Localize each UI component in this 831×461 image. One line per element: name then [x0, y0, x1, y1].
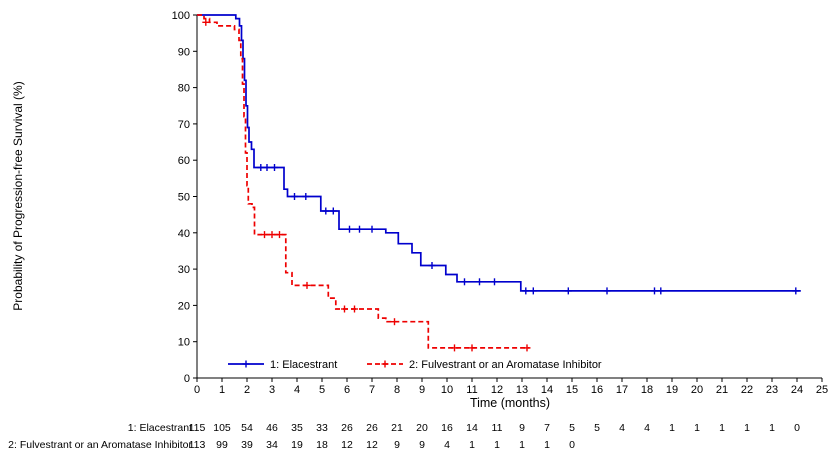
tick-or-value-text: 21 [716, 384, 728, 396]
tick-or-value-text: 20 [178, 300, 190, 312]
risk-value: 16 [441, 422, 453, 434]
tick-or-value-text: 70 [178, 119, 190, 131]
risk-value: 115 [189, 422, 206, 434]
tick-or-value-text: 25 [816, 384, 828, 396]
tick-or-value-text: 16 [591, 384, 603, 396]
risk-value: 1 [494, 439, 500, 451]
risk-value: 9 [419, 439, 425, 451]
tick-or-value-text: 60 [178, 155, 190, 167]
risk-value: 99 [216, 439, 228, 451]
risk-row-label-elacestrant: 1: Elacestrant [128, 422, 192, 434]
risk-value: 46 [266, 422, 278, 434]
tick-or-value-text: 24 [791, 384, 803, 396]
risk-value: 39 [241, 439, 253, 451]
risk-value: 26 [366, 422, 378, 434]
tick-or-value-text: 1 [219, 384, 225, 396]
y-axis-title: Probability of Progression-free Survival… [11, 81, 25, 310]
risk-value: 1 [469, 439, 475, 451]
legend-label-2: 2: Fulvestrant or an Aromatase Inhibitor [409, 359, 602, 371]
risk-value: 4 [619, 422, 625, 434]
risk-value: 0 [569, 439, 575, 451]
tick-or-value-text: 12 [491, 384, 503, 396]
tick-or-value-text: 19 [666, 384, 678, 396]
risk-value: 9 [519, 422, 525, 434]
risk-value: 1 [769, 422, 775, 434]
risk-value: 18 [316, 439, 328, 451]
y-tick-labels: 0 10 20 30 40 50 60 70 80 90 100 [172, 10, 197, 385]
legend-label-1: 1: Elacestrant [270, 359, 337, 371]
tick-or-value-text: 9 [419, 384, 425, 396]
risk-value: 1 [519, 439, 525, 451]
tick-or-value-text: 17 [616, 384, 628, 396]
tick-or-value-text: 6 [344, 384, 350, 396]
tick-or-value-text: 2 [244, 384, 250, 396]
tick-or-value-text: 8 [394, 384, 400, 396]
legend-item-2: 2: Fulvestrant or an Aromatase Inhibitor [367, 359, 602, 371]
risk-value: 54 [241, 422, 253, 434]
generated-chart-content: 0 1 2 3 4 5 6 7 8 9 10 11 12 13 14 15 16 17 18 19 20 21 22 23 24… [172, 10, 828, 451]
tick-or-value-text: 100 [172, 10, 190, 22]
tick-or-value-text: 22 [741, 384, 753, 396]
risk-value: 9 [394, 439, 400, 451]
tick-or-value-text: 5 [319, 384, 325, 396]
risk-value: 12 [366, 439, 378, 451]
risk-value: 1 [669, 422, 675, 434]
tick-or-value-text: 4 [294, 384, 300, 396]
legend: 1: Elacestrant 2: Fulvestrant or an Aroma… [228, 359, 602, 371]
series-2 [197, 14, 531, 352]
risk-row-label-fulvestrant: 2: Fulvestrant or an Aromatase Inhibitor [8, 439, 192, 451]
risk-value: 12 [341, 439, 353, 451]
tick-or-value-text: 50 [178, 192, 190, 204]
risk-value: 20 [416, 422, 428, 434]
tick-or-value-text: 80 [178, 83, 190, 95]
series-line-2 [197, 14, 530, 349]
risk-value: 14 [466, 422, 478, 434]
tick-or-value-text: 0 [194, 384, 200, 396]
series-line-1 [197, 14, 801, 292]
risk-table-row-1: 115 105 54 46 35 33 26 26 21 20 16 14 11 9 7 5 5 4 4 1 1 1 1 1 0 [189, 422, 800, 434]
risk-value: 1 [694, 422, 700, 434]
legend-item-1: 1: Elacestrant [228, 359, 337, 371]
risk-value: 0 [794, 422, 800, 434]
tick-or-value-text: 0 [184, 373, 190, 385]
tick-or-value-text: 30 [178, 264, 190, 276]
risk-value: 35 [291, 422, 303, 434]
tick-or-value-text: 15 [566, 384, 578, 396]
risk-value: 1 [544, 439, 550, 451]
risk-value: 19 [291, 439, 303, 451]
tick-or-value-text: 10 [178, 337, 190, 349]
risk-value: 11 [492, 422, 503, 434]
x-axis-title: Time (months) [470, 396, 550, 410]
risk-value: 105 [213, 422, 231, 434]
tick-or-value-text: 18 [641, 384, 653, 396]
tick-or-value-text: 40 [178, 228, 190, 240]
risk-table-row-2: 113 99 39 34 19 18 12 12 9 9 4 1 1 1 1 0 [189, 439, 575, 451]
risk-value: 5 [569, 422, 575, 434]
risk-value: 7 [544, 422, 550, 434]
tick-or-value-text: 11 [466, 384, 477, 396]
risk-value: 4 [444, 439, 450, 451]
tick-or-value-text: 7 [369, 384, 375, 396]
risk-value: 5 [594, 422, 600, 434]
risk-value: 21 [391, 422, 403, 434]
risk-value: 26 [341, 422, 353, 434]
x-tick-labels: 0 1 2 3 4 5 6 7 8 9 10 11 12 13 14 15 16 17 18 19 20 21 22 23 24… [194, 378, 828, 396]
tick-or-value-text: 10 [441, 384, 453, 396]
tick-or-value-text: 20 [691, 384, 703, 396]
risk-value: 33 [316, 422, 328, 434]
tick-or-value-text: 13 [516, 384, 528, 396]
tick-or-value-text: 23 [766, 384, 778, 396]
tick-or-value-text: 90 [178, 46, 190, 58]
risk-value: 4 [644, 422, 650, 434]
tick-or-value-text: 14 [541, 384, 553, 396]
series-1 [197, 14, 801, 295]
risk-table: 115 105 54 46 35 33 26 26 21 20 16 14 11 9 7 5 5 4 4 1 1 1 1 1 0… [189, 422, 800, 451]
risk-value: 1 [719, 422, 725, 434]
risk-value: 34 [266, 439, 278, 451]
tick-or-value-text: 3 [269, 384, 275, 396]
risk-value: 1 [744, 422, 750, 434]
risk-value: 113 [189, 439, 206, 451]
